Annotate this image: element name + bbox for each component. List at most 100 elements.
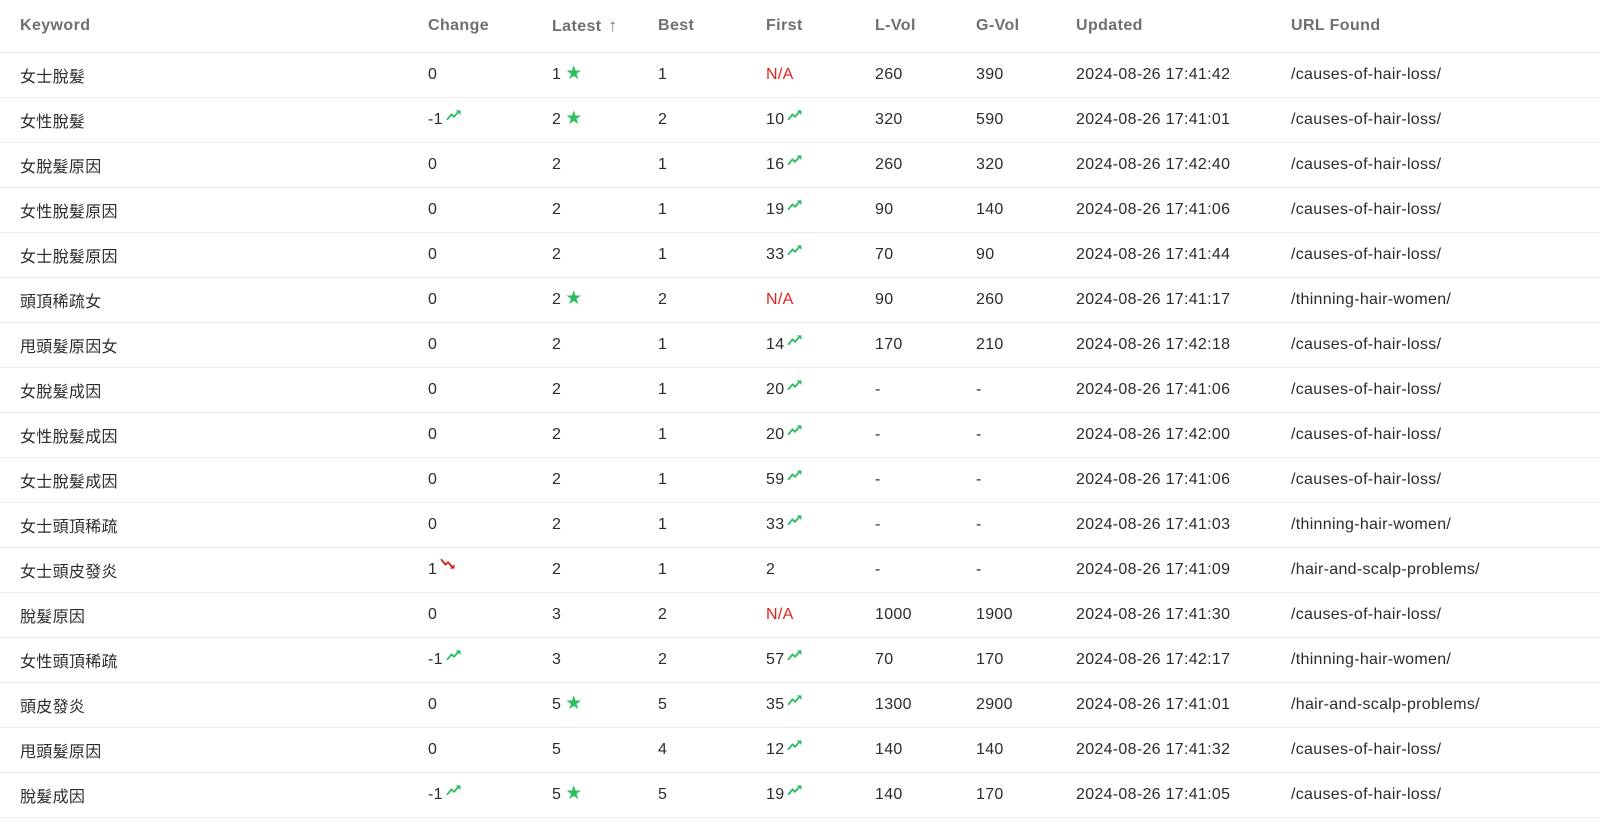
keyword-text[interactable]: 女脫髮原因 xyxy=(20,158,102,176)
column-header-keyword[interactable]: Keyword xyxy=(0,0,408,53)
url-found-value[interactable]: /thinning-hair-women/ xyxy=(1291,515,1452,533)
keyword-cell[interactable]: 女性頭頂稀疏 xyxy=(0,637,408,683)
url-found-cell[interactable]: /causes-of-hair-loss/ xyxy=(1271,187,1600,233)
url-found-cell[interactable]: /thinning-hair-women/ xyxy=(1271,637,1600,683)
url-found-cell[interactable]: /hair-and-scalp-problems/ xyxy=(1271,547,1600,593)
keyword-text[interactable]: 女士頭皮發炎 xyxy=(20,563,118,581)
url-found-cell[interactable]: /causes-of-hair-loss/ xyxy=(1271,412,1600,458)
keyword-text[interactable]: 甩頭髮原因女 xyxy=(20,338,118,356)
keyword-text[interactable]: 女脫髮成因 xyxy=(20,383,102,401)
url-found-value[interactable]: /hair-and-scalp-problems/ xyxy=(1291,695,1480,713)
url-found-value[interactable]: /thinning-hair-women/ xyxy=(1291,650,1452,668)
column-header-url[interactable]: URL Found xyxy=(1271,0,1600,53)
url-found-value[interactable]: /causes-of-hair-loss/ xyxy=(1291,740,1442,758)
url-found-value[interactable]: /causes-of-hair-loss/ xyxy=(1291,785,1442,803)
keyword-text[interactable]: 女士頭頂稀疏 xyxy=(20,518,118,536)
keyword-text[interactable]: 脫髮成因 xyxy=(20,788,86,806)
url-found-cell[interactable]: /causes-of-hair-loss/ xyxy=(1271,727,1600,773)
keyword-cell[interactable]: 女士頭皮發炎 xyxy=(0,547,408,593)
url-found-value[interactable]: /causes-of-hair-loss/ xyxy=(1291,245,1442,263)
column-header-lvol[interactable]: L-Vol xyxy=(855,0,956,53)
keyword-cell[interactable]: 女性脫髮原因 xyxy=(0,187,408,233)
keyword-text[interactable]: 頭皮發炎 xyxy=(20,698,86,716)
keyword-cell[interactable]: 女性脫髮 xyxy=(0,97,408,143)
url-found-value[interactable]: /causes-of-hair-loss/ xyxy=(1291,380,1442,398)
url-found-value[interactable]: /thinning-hair-women/ xyxy=(1291,290,1452,308)
column-header-latest[interactable]: Latest ↑ xyxy=(532,0,638,53)
best-value: 1 xyxy=(658,245,668,263)
url-found-value[interactable]: /causes-of-hair-loss/ xyxy=(1291,470,1442,488)
keyword-text[interactable]: 女性脫髮 xyxy=(20,113,86,131)
keyword-text[interactable]: 甩頭髮原因 xyxy=(20,743,102,761)
latest-value: 2 xyxy=(552,470,562,488)
first-trend-up-icon xyxy=(787,245,802,256)
url-found-cell[interactable]: /thinning-hair-women/ xyxy=(1271,502,1600,548)
keyword-cell[interactable]: 女脫髮原因 xyxy=(0,142,408,188)
keyword-cell[interactable]: 脫髮成因 xyxy=(0,772,408,818)
latest-value: 2 xyxy=(552,425,562,443)
global-volume-value: 170 xyxy=(976,785,1004,803)
global-volume-cell: - xyxy=(956,547,1056,593)
local-volume-value: 170 xyxy=(875,335,903,353)
url-found-cell[interactable]: /causes-of-hair-loss/ xyxy=(1271,52,1600,98)
keyword-text[interactable]: 女士脫髮成因 xyxy=(20,473,118,491)
global-volume-cell: 320 xyxy=(956,142,1056,188)
global-volume-cell: - xyxy=(956,412,1056,458)
keyword-text[interactable]: 女性脫髮成因 xyxy=(20,428,118,446)
table-row: 女性脫髮成因 0 2 1 20 - - 2 xyxy=(0,412,1600,458)
url-found-value[interactable]: /causes-of-hair-loss/ xyxy=(1291,605,1442,623)
first-trend-up-icon xyxy=(787,380,802,391)
keyword-text[interactable]: 女士脫髮原因 xyxy=(20,248,118,266)
keyword-text[interactable]: 脫髮原因 xyxy=(20,608,86,626)
keyword-cell[interactable]: 女士脫髮 xyxy=(0,52,408,98)
url-found-cell[interactable]: /causes-of-hair-loss/ xyxy=(1271,772,1600,818)
column-header-change[interactable]: Change xyxy=(408,0,532,53)
url-found-cell[interactable]: /causes-of-hair-loss/ xyxy=(1271,142,1600,188)
keyword-cell[interactable]: 甩頭髮原因 xyxy=(0,727,408,773)
url-found-value[interactable]: /causes-of-hair-loss/ xyxy=(1291,155,1442,173)
column-header-first[interactable]: First xyxy=(746,0,855,53)
keyword-cell[interactable]: 女士脫髮原因 xyxy=(0,232,408,278)
url-found-value[interactable]: /causes-of-hair-loss/ xyxy=(1291,200,1442,218)
first-cell: N/A xyxy=(746,52,855,98)
url-found-cell[interactable]: /causes-of-hair-loss/ xyxy=(1271,592,1600,638)
updated-cell: 2024-08-26 17:41:06 xyxy=(1056,367,1271,413)
change-value: -1 xyxy=(428,110,443,128)
change-cell: 0 xyxy=(408,592,532,638)
url-found-cell[interactable]: /causes-of-hair-loss/ xyxy=(1271,322,1600,368)
column-header-latest-label: Latest xyxy=(552,17,602,35)
url-found-cell[interactable]: /hair-and-scalp-problems/ xyxy=(1271,682,1600,728)
column-header-gvol[interactable]: G-Vol xyxy=(956,0,1056,53)
column-header-updated[interactable]: Updated xyxy=(1056,0,1271,53)
keyword-text[interactable]: 女性脫髮原因 xyxy=(20,203,118,221)
keyword-cell[interactable]: 頭頂稀疏女 xyxy=(0,277,408,323)
keyword-cell[interactable]: 女士頭頂稀疏 xyxy=(0,502,408,548)
keyword-cell[interactable]: 女脫髮成因 xyxy=(0,367,408,413)
url-found-cell[interactable]: /causes-of-hair-loss/ xyxy=(1271,97,1600,143)
best-value: 1 xyxy=(658,155,668,173)
keyword-cell[interactable]: 頭皮發炎 xyxy=(0,682,408,728)
url-found-value[interactable]: /causes-of-hair-loss/ xyxy=(1291,65,1442,83)
url-found-value[interactable]: /causes-of-hair-loss/ xyxy=(1291,425,1442,443)
url-found-cell[interactable]: /causes-of-hair-loss/ xyxy=(1271,232,1600,278)
url-found-value[interactable]: /causes-of-hair-loss/ xyxy=(1291,335,1442,353)
keyword-cell[interactable]: 甩頭髮原因女 xyxy=(0,322,408,368)
keyword-text[interactable]: 女士脫髮 xyxy=(20,68,86,86)
change-value: -1 xyxy=(428,650,443,668)
keyword-cell[interactable]: 女性脫髮成因 xyxy=(0,412,408,458)
url-found-cell[interactable]: /thinning-hair-women/ xyxy=(1271,277,1600,323)
url-found-cell[interactable]: /causes-of-hair-loss/ xyxy=(1271,367,1600,413)
change-value: -1 xyxy=(428,785,443,803)
url-found-cell[interactable]: /causes-of-hair-loss/ xyxy=(1271,457,1600,503)
latest-value: 1 xyxy=(552,65,562,83)
url-found-value[interactable]: /causes-of-hair-loss/ xyxy=(1291,110,1442,128)
keyword-text[interactable]: 頭頂稀疏女 xyxy=(20,293,102,311)
keyword-text[interactable]: 女性頭頂稀疏 xyxy=(20,653,118,671)
url-found-value[interactable]: /hair-and-scalp-problems/ xyxy=(1291,560,1480,578)
change-cell: 0 xyxy=(408,232,532,278)
table-body: 女士脫髮 0 1 ★ 1 N/A 260 390 2024-08-26 17:4… xyxy=(0,52,1600,818)
keyword-cell[interactable]: 脫髮原因 xyxy=(0,592,408,638)
column-header-best[interactable]: Best xyxy=(638,0,746,53)
local-volume-cell: 260 xyxy=(855,142,956,188)
keyword-cell[interactable]: 女士脫髮成因 xyxy=(0,457,408,503)
